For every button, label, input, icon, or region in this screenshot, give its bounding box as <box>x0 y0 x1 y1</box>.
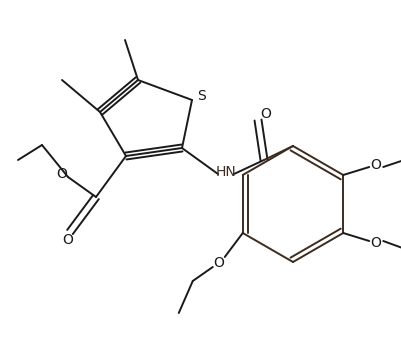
Text: O: O <box>370 236 381 250</box>
Text: O: O <box>213 256 224 270</box>
Text: O: O <box>370 158 381 172</box>
Text: HN: HN <box>216 165 236 179</box>
Text: O: O <box>63 233 73 247</box>
Text: O: O <box>261 107 271 121</box>
Text: O: O <box>57 167 67 181</box>
Text: S: S <box>198 89 207 103</box>
